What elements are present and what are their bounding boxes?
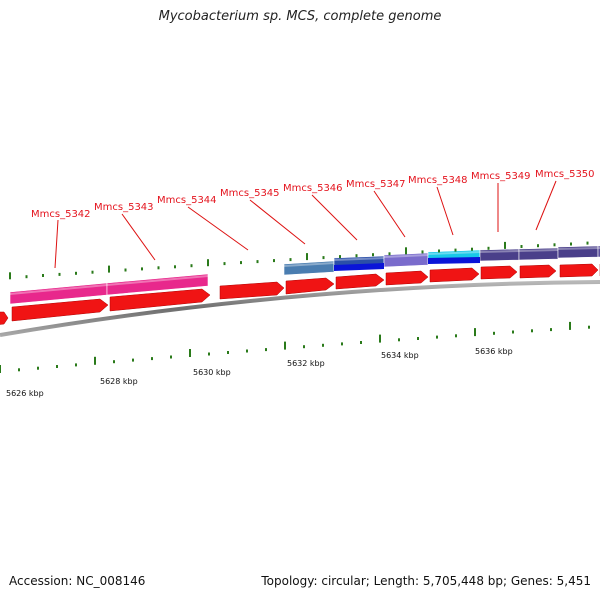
cog-bar-highlight bbox=[558, 247, 598, 250]
gene-label: Mmcs_5346 bbox=[283, 183, 343, 194]
kbp-label: 5632 kbp bbox=[287, 359, 325, 368]
outer-ticks bbox=[9, 241, 589, 280]
gene-arrow bbox=[335, 273, 385, 290]
gene-label: Mmcs_5347 bbox=[346, 179, 406, 190]
gene-label: Mmcs_5349 bbox=[471, 171, 531, 182]
leader-line bbox=[535, 180, 557, 231]
leader-line bbox=[121, 213, 156, 261]
gene-label: Mmcs_5343 bbox=[94, 202, 154, 213]
gene-arrow bbox=[109, 288, 211, 312]
gene-arrow bbox=[559, 263, 599, 278]
gene-arrow bbox=[480, 265, 518, 280]
inner-ticks bbox=[0, 321, 590, 373]
kbp-label: 5626 kbp bbox=[6, 389, 44, 398]
kbp-label: 5634 kbp bbox=[381, 351, 419, 360]
cog-bar-band bbox=[334, 263, 384, 271]
leader-line bbox=[311, 194, 358, 241]
leader-line bbox=[373, 190, 406, 238]
gene-arrow bbox=[11, 298, 109, 322]
cog-bar-band bbox=[428, 257, 480, 264]
cog-bar bbox=[283, 260, 335, 276]
gene-arrow bbox=[285, 277, 335, 295]
kbp-label: 5628 kbp bbox=[100, 377, 138, 386]
cog-bar-highlight bbox=[107, 275, 208, 286]
cog-bar bbox=[106, 273, 209, 296]
leader-line bbox=[436, 186, 454, 236]
gene-arrow bbox=[0, 311, 9, 325]
gene-arrow bbox=[429, 267, 480, 283]
cog-bar-highlight bbox=[480, 250, 519, 253]
gene-labels: Mmcs_5342 Mmcs_5343 Mmcs_5344 Mmcs_5345 … bbox=[31, 169, 595, 220]
gene-label: Mmcs_5345 bbox=[220, 188, 280, 199]
gene-label: Mmcs_5342 bbox=[31, 209, 91, 220]
kbp-label: 5630 kbp bbox=[193, 368, 231, 377]
accession-text: Accession: NC_008146 bbox=[9, 574, 146, 588]
gene-arrow bbox=[219, 281, 285, 300]
genome-summary-text: Topology: circular; Length: 5,705,448 bp… bbox=[261, 574, 591, 588]
leader-line bbox=[187, 206, 249, 251]
map-title: Mycobacterium sp. MCS, complete genome bbox=[158, 9, 442, 24]
cog-bar-highlight bbox=[10, 284, 107, 295]
leader-lines bbox=[54, 180, 557, 269]
gene-arrow bbox=[519, 264, 557, 279]
gene-label: Mmcs_5350 bbox=[535, 169, 595, 180]
cog-bar-highlight bbox=[384, 254, 428, 258]
cog-bars bbox=[9, 245, 600, 305]
cog-bar-highlight bbox=[519, 249, 558, 252]
kbp-label: 5636 kbp bbox=[475, 347, 513, 356]
cog-bar-highlight bbox=[334, 257, 384, 261]
kbp-labels: 5626 kbp 5628 kbp 5630 kbp 5632 kbp 5634… bbox=[6, 347, 513, 398]
genome-backbone bbox=[0, 280, 600, 337]
cog-bar-highlight bbox=[428, 251, 480, 255]
cog-bar bbox=[518, 247, 559, 261]
gene-arrow bbox=[385, 270, 429, 286]
cog-bar-highlight bbox=[284, 262, 334, 267]
gene-arrows bbox=[0, 263, 600, 325]
gene-label: Mmcs_5344 bbox=[157, 195, 217, 206]
leader-line bbox=[249, 199, 306, 245]
gene-label: Mmcs_5348 bbox=[408, 175, 468, 186]
leader-line bbox=[54, 219, 59, 269]
